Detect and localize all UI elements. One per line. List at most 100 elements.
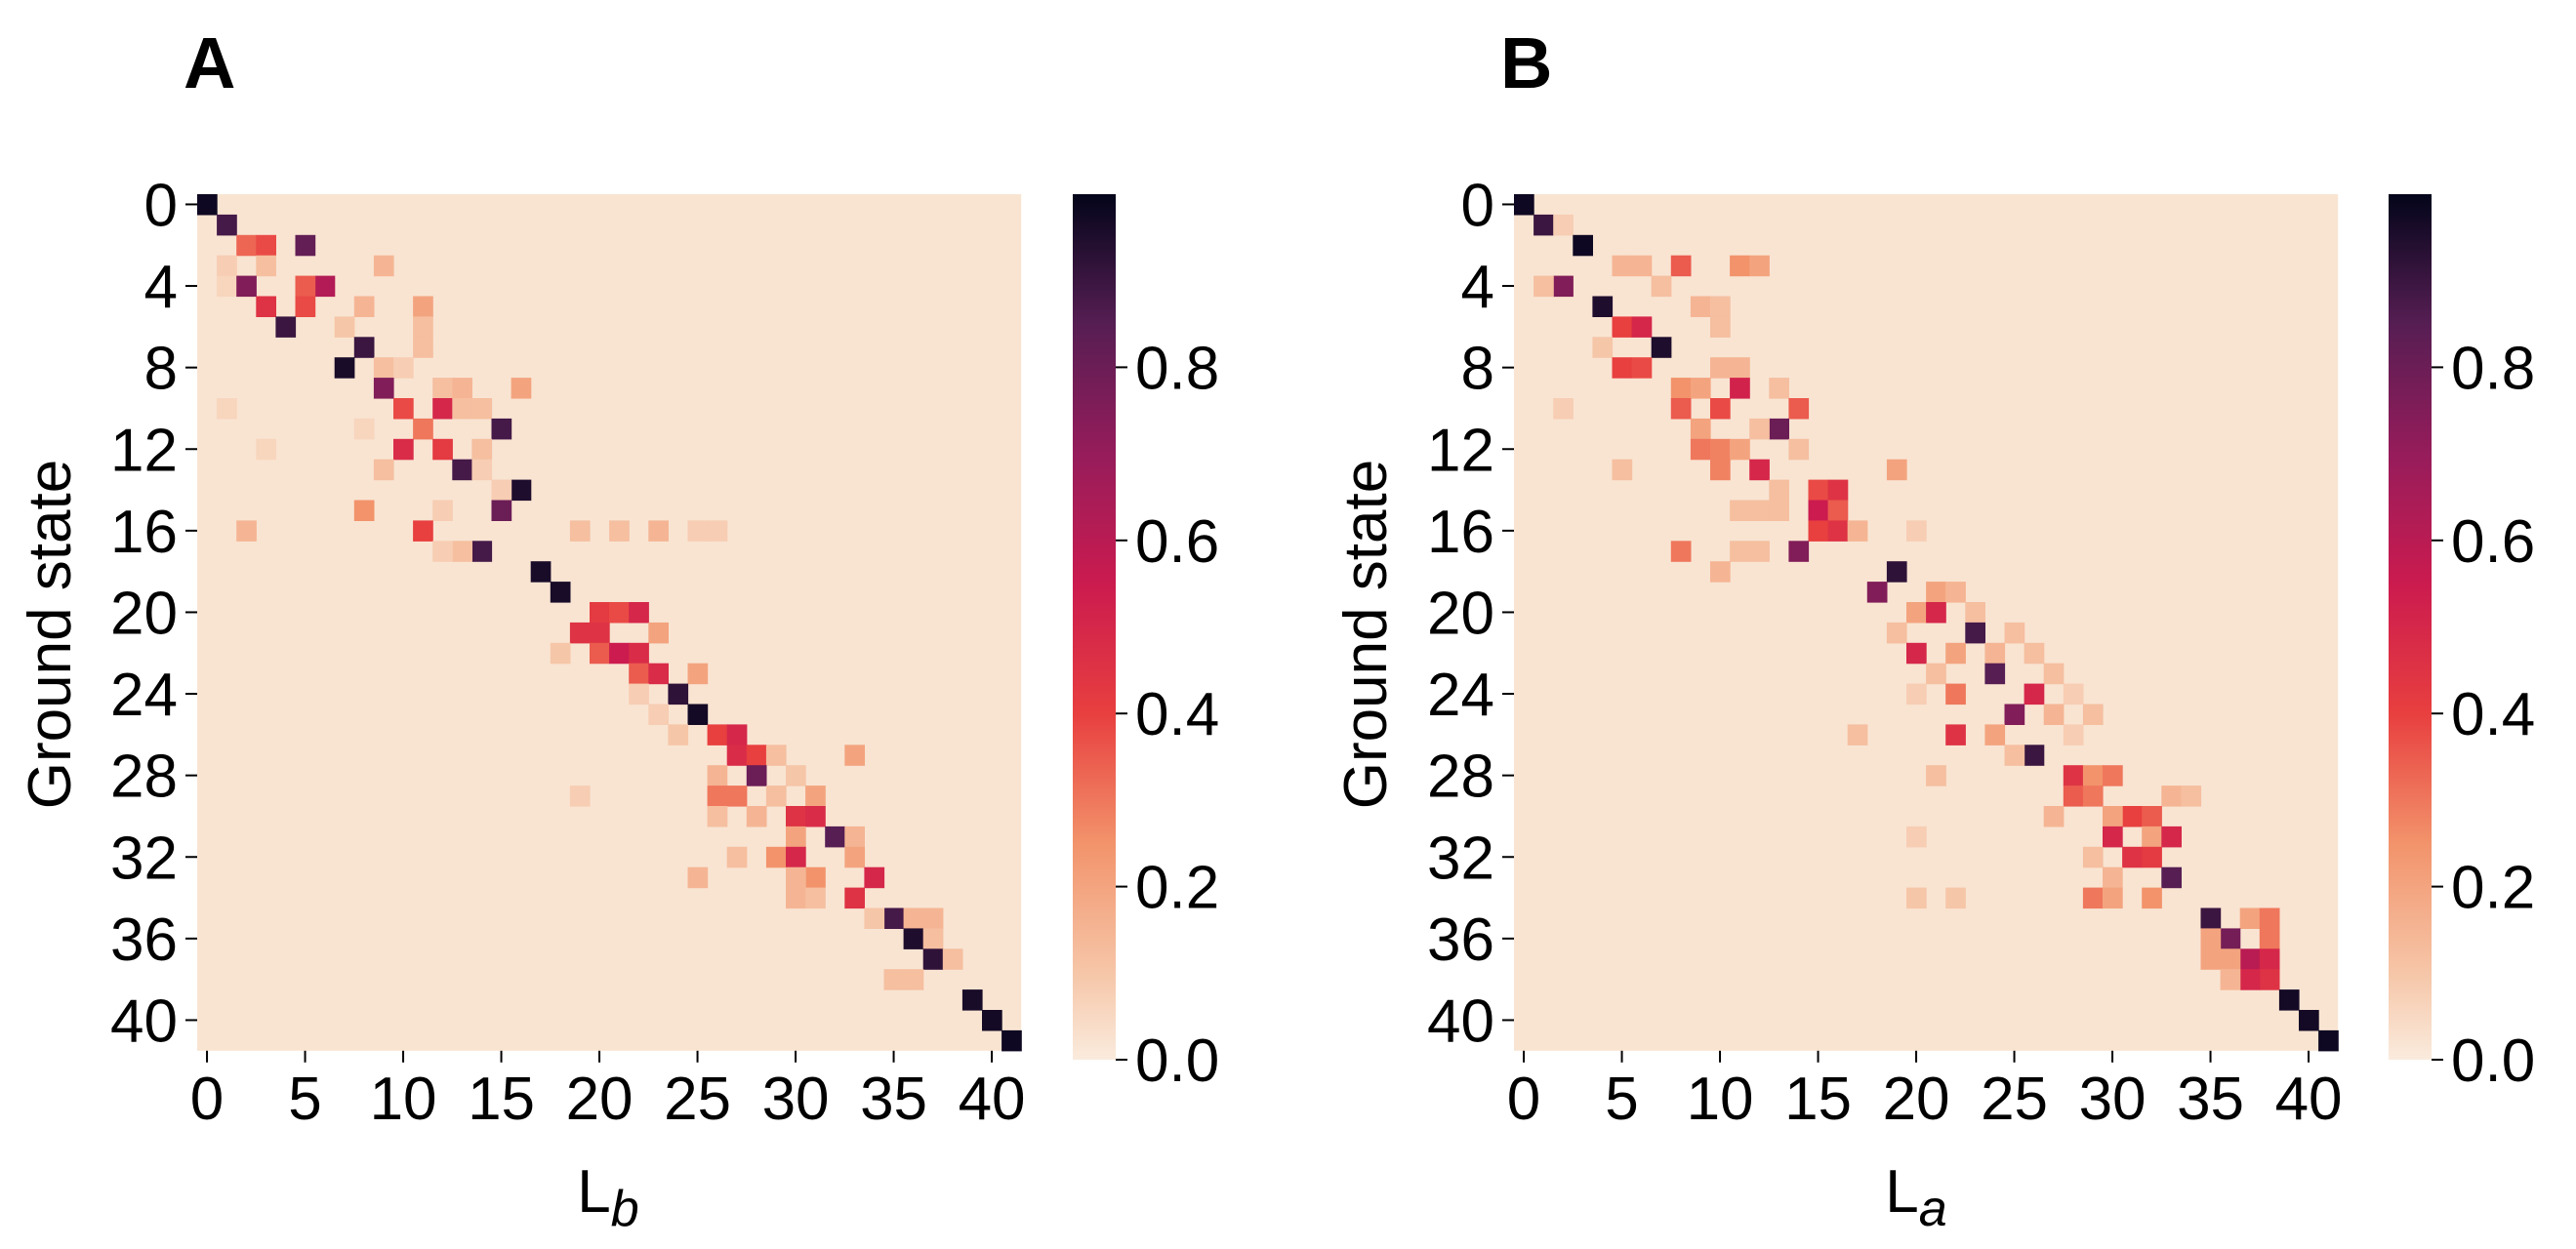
- heatmap-cell: [2082, 765, 2104, 786]
- heatmap-cell: [217, 255, 237, 277]
- heatmap-cell: [1788, 541, 1810, 562]
- heatmap-cell: [1984, 724, 2006, 745]
- heatmap-cell: [353, 337, 375, 358]
- heatmap-cell: [1808, 500, 1829, 521]
- heatmap-cell: [353, 500, 375, 521]
- x-tick-label: 25: [1981, 1066, 2048, 1133]
- heatmap-cell: [590, 642, 610, 665]
- heatmap-cell: [2142, 806, 2162, 827]
- heatmap-cell: [2103, 826, 2123, 848]
- heatmap-cell: [1670, 378, 1692, 399]
- heatmap-cell: [471, 398, 493, 420]
- heatmap-cell: [1670, 541, 1692, 562]
- heatmap-cell: [1730, 378, 1750, 399]
- colorbar-tick-label: 0.2: [2451, 855, 2535, 922]
- heatmap-cell: [726, 786, 748, 807]
- y-tick-label: 4: [1461, 254, 1494, 321]
- heatmap-cell: [511, 378, 532, 399]
- heatmap-cell: [864, 866, 885, 889]
- heatmap-cell: [1945, 887, 1966, 909]
- y-tick-label: 0: [1461, 172, 1494, 239]
- heatmap-cell: [550, 642, 571, 665]
- heatmap-cell: [1710, 357, 1731, 379]
- x-tick-label: 30: [2079, 1066, 2147, 1133]
- heatmap-cell: [1926, 582, 1946, 603]
- heatmap-cell: [334, 357, 355, 379]
- heatmap-cell: [511, 479, 532, 502]
- heatmap-cell: [629, 602, 649, 624]
- colorbar-tick-label: 0.6: [2451, 508, 2535, 576]
- heatmap-cell: [530, 561, 552, 583]
- heatmap-cell: [452, 459, 472, 481]
- heatmap-cell: [275, 316, 297, 338]
- y-tick-label: 4: [144, 254, 178, 321]
- heatmap-cell: [746, 765, 767, 786]
- heatmap-cell: [1984, 642, 2006, 665]
- heatmap-cell: [1690, 296, 1711, 317]
- y-tick-label: 12: [110, 417, 178, 484]
- heatmap-cell: [864, 907, 885, 929]
- heatmap-cell: [1553, 398, 1574, 420]
- heatmap-cell: [1690, 378, 1711, 399]
- heatmap-cell: [1670, 398, 1692, 420]
- heatmap-cell: [1945, 582, 1966, 603]
- x-tick-label: 40: [2275, 1066, 2343, 1133]
- heatmap-cell: [2161, 786, 2182, 807]
- panel-b-label: B: [1500, 22, 1552, 103]
- heatmap-cell: [1984, 663, 2006, 685]
- y-tick-label: 28: [1427, 744, 1494, 811]
- heatmap-cell: [2142, 887, 2162, 909]
- heatmap-a: [197, 194, 1022, 1052]
- heatmap-cell: [2142, 826, 2162, 848]
- heatmap-cell: [432, 378, 453, 399]
- y-tick-label: 32: [1427, 825, 1494, 892]
- heatmap-cell: [805, 866, 826, 889]
- colorbar-a: [1073, 194, 1116, 1060]
- heatmap-cell: [432, 541, 453, 562]
- colorbar-tick-label: 0.4: [1135, 681, 1219, 748]
- x-tick-label: 20: [566, 1066, 634, 1133]
- heatmap-cell: [373, 357, 394, 379]
- y-tick-label: 32: [110, 825, 178, 892]
- y-tick-label: 36: [110, 907, 178, 974]
- heatmap-cell: [1906, 683, 1927, 705]
- heatmap-cell: [1631, 255, 1653, 277]
- y-tick-label: 0: [144, 172, 178, 239]
- x-axis-label-b-main: L: [1885, 1158, 1918, 1226]
- heatmap-cell: [2082, 846, 2104, 868]
- heatmap-cell: [2024, 745, 2045, 766]
- x-axis-label-b-sub: a: [1919, 1181, 1947, 1237]
- heatmap-cell: [629, 642, 649, 665]
- colorbar-ticks-b: 0.0 0.2 0.4 0.6 0.8: [2432, 335, 2535, 1095]
- heatmap-b: [1514, 194, 2339, 1052]
- heatmap-cell: [2004, 622, 2025, 644]
- x-tick-label: 0: [190, 1066, 224, 1133]
- heatmap-cell: [373, 459, 394, 481]
- heatmap-cell: [922, 907, 944, 929]
- heatmap-cell: [1926, 602, 1946, 624]
- heatmap-cell: [2063, 724, 2084, 745]
- heatmap-cell: [1749, 541, 1770, 562]
- heatmap-cell: [1612, 459, 1633, 481]
- heatmap-cell: [1730, 255, 1750, 277]
- heatmap-cell: [1690, 418, 1711, 440]
- heatmap-cell: [1690, 438, 1711, 461]
- heatmap-cell: [256, 438, 276, 461]
- heatmap-cell: [1749, 418, 1770, 440]
- heatmap-cell: [903, 969, 924, 990]
- colorbar-tick-label: 0.0: [2451, 1027, 2535, 1095]
- heatmap-cell: [1827, 520, 1849, 542]
- heatmap-cell: [2063, 786, 2084, 807]
- heatmap-cell: [471, 438, 493, 461]
- heatmap-cell: [805, 786, 826, 807]
- heatmap-cell: [2043, 806, 2065, 827]
- heatmap-cell: [687, 663, 709, 685]
- heatmap-cell: [2103, 866, 2123, 889]
- heatmap-cell: [2200, 948, 2222, 970]
- heatmap-cell: [569, 786, 591, 807]
- heatmap-cell: [1514, 194, 1534, 216]
- heatmap-cell: [2043, 704, 2065, 725]
- x-tick-label: 35: [860, 1066, 927, 1133]
- heatmap-cell: [2200, 928, 2222, 949]
